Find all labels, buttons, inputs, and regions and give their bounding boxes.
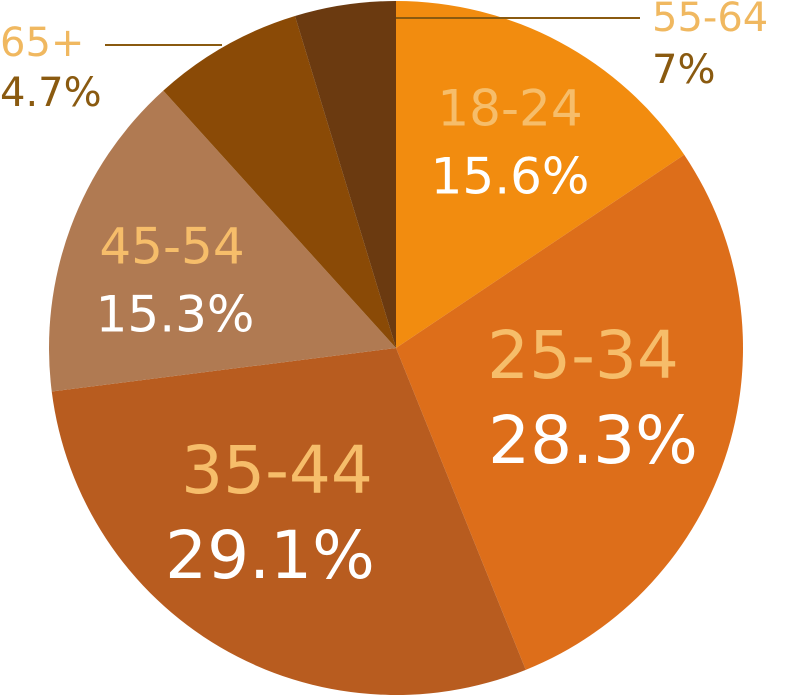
slice-name: 45-54 xyxy=(99,218,244,276)
pie-slice xyxy=(163,16,396,349)
slice-value: 15.3% xyxy=(96,286,255,344)
slice-name: 55-64 xyxy=(652,0,768,41)
pie-slice xyxy=(295,1,396,348)
pie-slice xyxy=(396,1,685,348)
slice-value: 4.7% xyxy=(0,70,102,116)
pie-slice xyxy=(396,154,744,670)
slice-name: 18-24 xyxy=(437,80,582,138)
slice-value: 29.1% xyxy=(165,517,375,594)
slice-name: 35-44 xyxy=(181,432,373,509)
slice-name: 65+ xyxy=(0,20,84,66)
pie-slice xyxy=(51,348,526,695)
slice-name: 25-34 xyxy=(487,317,679,394)
pie-slice xyxy=(48,90,396,392)
slice-value: 28.3% xyxy=(488,402,698,479)
slice-value: 7% xyxy=(652,47,715,93)
slice-value: 15.6% xyxy=(431,148,590,206)
